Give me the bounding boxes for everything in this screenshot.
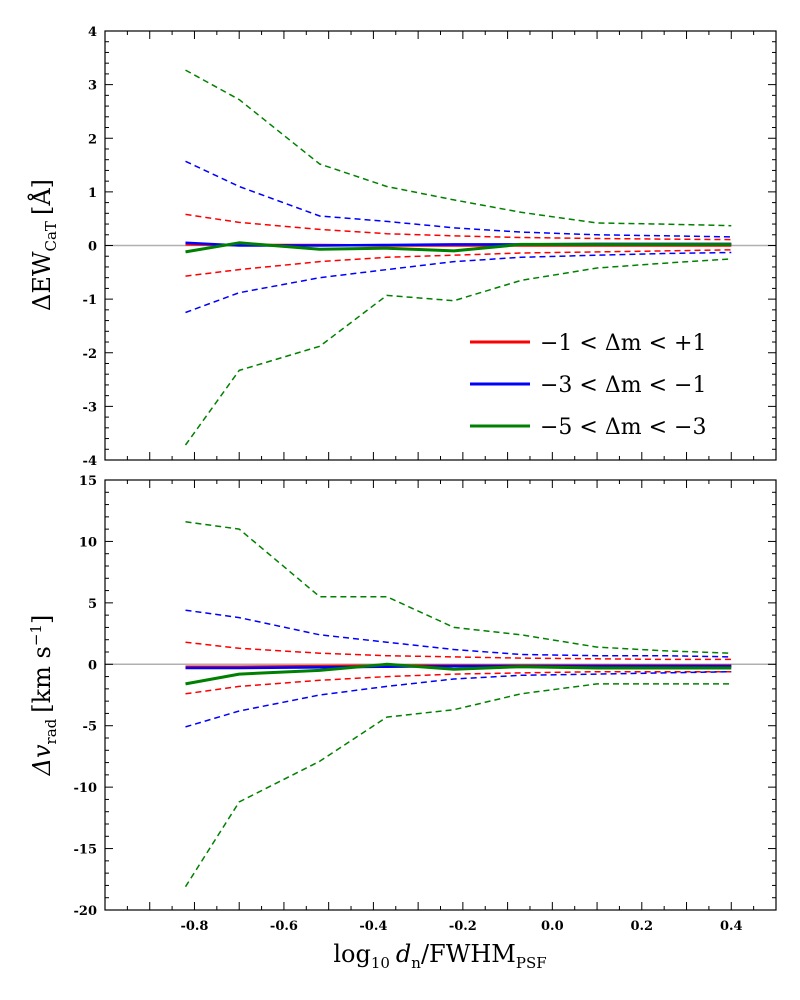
x-tick-label: -0.8 (180, 919, 208, 934)
x-tick-label: -0.2 (449, 919, 477, 934)
xlabel-rest: /FWHM (421, 940, 516, 968)
xlabel-var: d (396, 940, 411, 968)
bottom-ylabel-unit: [km s (28, 646, 56, 713)
top-series-green-upper (185, 69, 732, 227)
bottom-panel: -20 -15 -10 -5 0 5 10 15 -0.8 -0.6 -0.4 -0.2 0.0 0.2… (27, 474, 777, 972)
bottom-series-green-lower (184, 683, 732, 888)
bottom-series-green-median (185, 662, 732, 686)
bottom-plot-area (105, 521, 776, 888)
top-ytick-label: -3 (83, 400, 97, 415)
bottom-ytick-label: -10 (74, 781, 98, 796)
xlabel-sub-psf: PSF (516, 954, 547, 972)
top-series-red-upper (185, 213, 732, 241)
bottom-ylabel-unit-sup: −1 (27, 624, 45, 646)
top-ticks (104, 30, 777, 461)
bottom-ytick-label: 0 (88, 658, 97, 673)
top-ytick-label: -1 (83, 293, 97, 308)
bottom-y-axis-label: Δvrad [km s−1] (27, 615, 60, 777)
xlabel-sub-n: n (411, 954, 421, 972)
bottom-ytick-label: -5 (83, 720, 97, 735)
x-tick-label: 0.2 (630, 919, 653, 934)
bottom-series-red-lower (185, 670, 732, 695)
top-ylabel-sub: CaT (42, 221, 60, 251)
top-ytick-label: 2 (88, 132, 97, 147)
top-series-blue-lower (185, 251, 732, 314)
top-y-tick-labels: -4 -3 -2 -1 0 1 2 3 4 (83, 25, 97, 469)
bottom-ylabel-unit-end: ] (28, 615, 56, 624)
bottom-ylabel-sub: rad (42, 718, 60, 744)
xlabel-sub-10: 10 (371, 954, 390, 972)
top-plot-area (105, 69, 776, 446)
top-ylabel-unit: [Å] (27, 179, 56, 215)
bottom-ylabel-main: Δv (28, 744, 56, 776)
top-y-axis-label: ΔEWCaT [Å] (27, 179, 60, 311)
x-axis-label: log10 dn/FWHMPSF (333, 940, 546, 972)
legend-label-blue: −3 < Δm < −1 (540, 373, 706, 398)
top-ylabel-main: ΔEW (28, 251, 56, 311)
bottom-ytick-label: 10 (79, 535, 97, 550)
bottom-ytick-label: -15 (74, 843, 98, 858)
bottom-axes-frame (104, 479, 777, 911)
top-series-red-lower (185, 249, 732, 277)
top-ytick-label: -4 (83, 454, 97, 469)
bottom-ticks (104, 479, 777, 911)
xlabel-log: log (333, 940, 371, 968)
bottom-series-green-upper (185, 521, 732, 654)
bottom-ytick-label: 5 (88, 597, 97, 612)
bottom-series-blue-lower (185, 670, 732, 728)
bottom-series-red-upper (185, 641, 732, 661)
legend: −1 < Δm < +1 −3 < Δm < −1 −5 < Δm < −3 (470, 331, 706, 440)
bottom-y-tick-labels: -20 -15 -10 -5 0 5 10 15 (74, 474, 98, 919)
legend-label-green: −5 < Δm < −3 (540, 415, 706, 440)
top-ytick-label: -2 (83, 347, 97, 362)
top-ytick-label: 0 (88, 240, 97, 255)
top-ytick-label: 3 (88, 79, 97, 94)
top-ytick-label: 4 (88, 25, 97, 40)
top-ytick-label: 1 (88, 186, 97, 201)
legend-label-red: −1 < Δm < +1 (540, 331, 706, 356)
x-tick-label: -0.6 (270, 919, 298, 934)
x-tick-label: 0.0 (541, 919, 564, 934)
top-panel: -4 -3 -2 -1 0 1 2 3 4 ΔEWCaT [Å] −1 < Δm < +1 −3 … (27, 25, 777, 469)
x-tick-label: -0.4 (359, 919, 387, 934)
bottom-ytick-label: -20 (74, 904, 98, 919)
bottom-x-tick-labels: -0.8 -0.6 -0.4 -0.2 0.0 0.2 0.4 (180, 919, 742, 934)
top-series-green-median (185, 241, 732, 254)
x-tick-label: 0.4 (720, 919, 743, 934)
bottom-series-blue-upper (185, 609, 732, 658)
bottom-series-blue-median (185, 664, 732, 670)
bottom-ytick-label: 15 (79, 474, 97, 489)
